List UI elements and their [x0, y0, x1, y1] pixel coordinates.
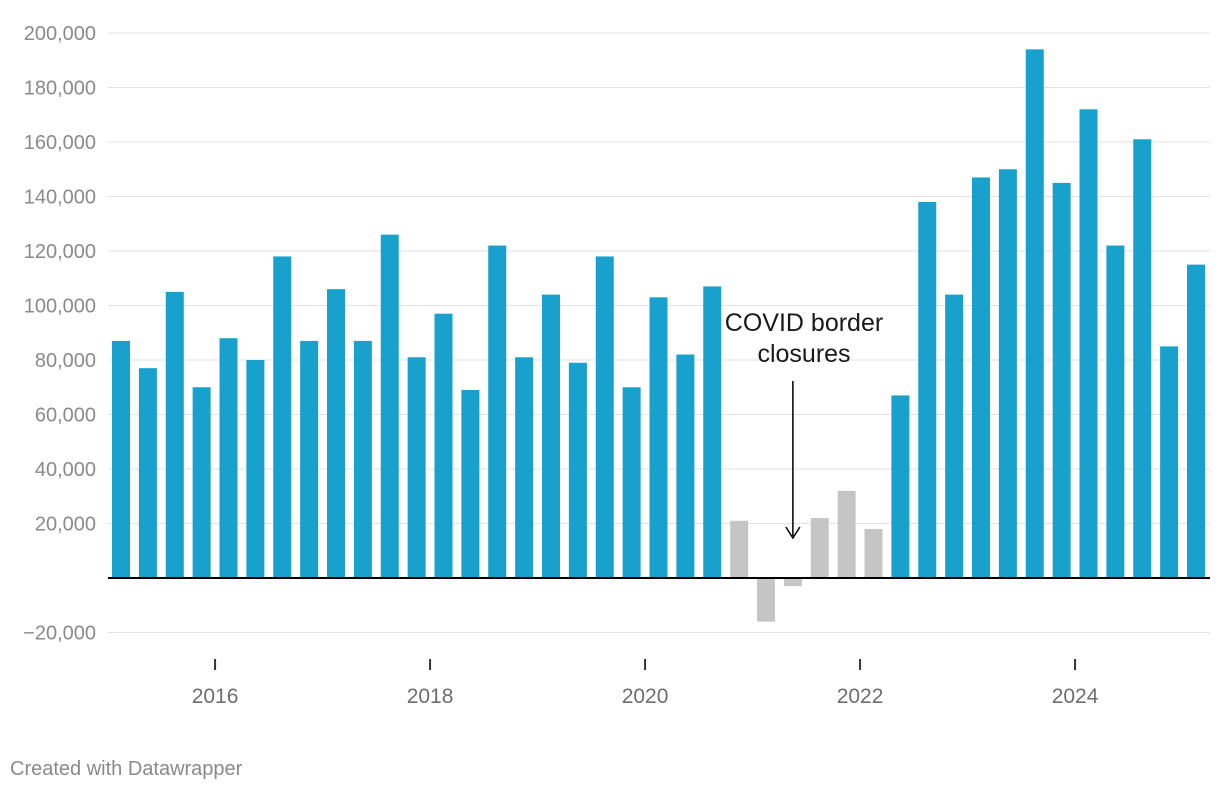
bar [407, 357, 426, 578]
x-tick-label: 2024 [1052, 685, 1099, 708]
x-tick-label: 2016 [192, 685, 239, 708]
x-tick-label: 2018 [407, 685, 454, 708]
bar-covid [864, 528, 883, 578]
bar [112, 340, 130, 578]
bar [1079, 109, 1098, 579]
bar [1025, 49, 1044, 579]
bar [649, 297, 668, 578]
bar-covid [837, 490, 856, 578]
y-tick-label: 40,000 [35, 459, 96, 481]
bar [353, 340, 372, 578]
bar [246, 360, 265, 578]
bar [434, 313, 453, 578]
bar [273, 256, 292, 578]
x-tick-label: 2020 [622, 685, 669, 708]
bar [1160, 346, 1179, 579]
bar [192, 387, 211, 578]
y-axis-ticks: 200,000 180,000 160,000 140,000 120,000 100,0… [23, 23, 96, 645]
bar [488, 245, 507, 579]
x-axis-ticks: 2016 2018 2020 2022 2024 [192, 659, 1099, 708]
bar [1133, 139, 1152, 578]
bar [327, 289, 345, 578]
annotation-line-1: COVID border [725, 309, 883, 337]
bar [380, 234, 399, 578]
bar [138, 368, 157, 578]
y-tick-label: −20,000 [23, 623, 96, 645]
y-tick-label: 140,000 [24, 187, 96, 209]
bar [703, 286, 722, 578]
bar [300, 340, 319, 578]
bar [676, 354, 695, 578]
bar [542, 294, 560, 578]
annotation-line-2: closures [757, 340, 850, 368]
covid-annotation: COVID border closures [725, 309, 883, 540]
y-tick-label: 160,000 [24, 132, 96, 154]
bar-covid [783, 578, 802, 587]
y-tick-label: 20,000 [35, 514, 96, 536]
bar-covid [757, 578, 775, 622]
bar [972, 177, 990, 578]
bar [595, 256, 614, 578]
bar [1052, 182, 1071, 579]
y-tick-label: 180,000 [24, 78, 96, 100]
bar [1106, 245, 1125, 579]
bar [568, 362, 587, 578]
annotation-arrow-head [785, 526, 801, 540]
bar [622, 387, 641, 578]
y-tick-label: 100,000 [24, 296, 96, 318]
bar [945, 294, 964, 578]
bar-covid [730, 520, 749, 578]
y-tick-label: 200,000 [24, 23, 96, 45]
credit-text[interactable]: Created with Datawrapper [10, 758, 243, 780]
bars [112, 49, 1205, 622]
bar [219, 338, 238, 578]
bar [515, 357, 534, 578]
y-tick-label: 60,000 [35, 405, 96, 427]
bar [461, 389, 480, 578]
bar [165, 291, 184, 579]
y-tick-label: 120,000 [24, 241, 96, 263]
bar [998, 169, 1017, 578]
bar [1187, 264, 1205, 579]
x-tick-label: 2022 [837, 685, 884, 708]
bar [891, 395, 910, 578]
y-tick-label: 80,000 [35, 350, 96, 372]
bar [918, 201, 937, 578]
bar-covid [810, 518, 829, 578]
